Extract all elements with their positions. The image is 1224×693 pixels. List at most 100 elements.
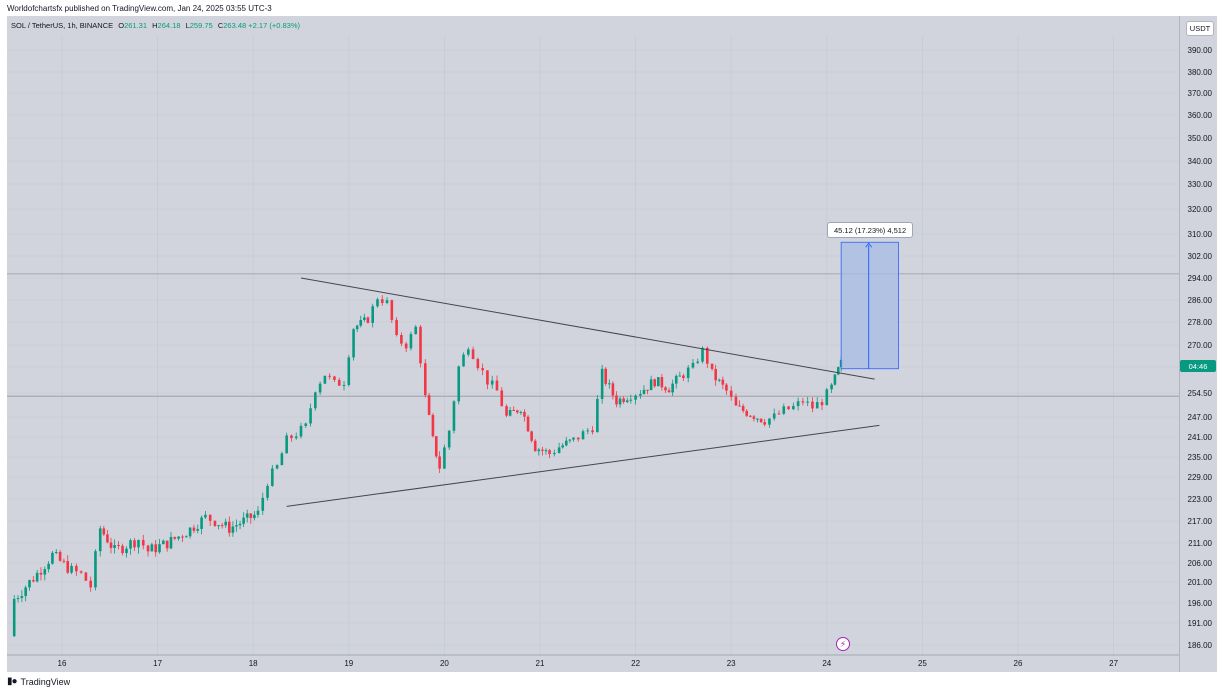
candle-body [98,528,102,552]
candle-body [611,383,615,396]
candle-body [486,370,489,385]
candle-body [102,528,106,535]
candle-body [62,560,66,562]
candle-body [792,405,795,410]
candle-body [129,540,132,549]
candle-body [200,517,203,529]
candle-body [84,572,88,581]
candle-body [537,449,541,452]
candle-body [696,361,700,363]
candle-body [347,357,351,386]
candle-body [678,375,682,377]
lightning-icon[interactable]: ⚡ [836,637,850,651]
candle-body [94,551,97,588]
trendline-lower [286,424,880,507]
candle-body [495,380,499,391]
tradingview-logo-icon: ▮● [7,676,18,687]
candle-body [625,400,629,402]
candle-body [249,513,253,519]
candle-body [533,440,537,452]
candle-body [333,376,336,380]
chart-plot-area[interactable] [7,16,1179,672]
candle-body [43,569,47,575]
close-value: 263.48 [223,21,247,30]
y-tick-label: 201.00 [1188,578,1213,587]
candle-body [275,465,279,469]
y-tick-label: 350.00 [1188,134,1213,143]
candle-body [741,406,745,411]
candle-body [447,430,451,448]
candle-body [608,383,611,385]
candle-body [763,422,766,425]
candle-body [691,362,695,368]
candle-body [629,399,633,401]
candle-body [796,401,800,406]
footer: ▮● TradingView [7,676,70,687]
measure-box [840,241,899,370]
candle-body [355,325,359,330]
candle-body [24,587,27,597]
x-tick-label: 24 [822,659,831,668]
candle-body [228,521,231,533]
currency-button[interactable]: USDT [1186,21,1214,36]
candle-body [184,536,188,538]
y-tick-label: 241.00 [1188,433,1213,442]
candle-body [734,396,738,406]
price-axis[interactable] [1179,16,1217,672]
candle-body [285,435,288,454]
candle-body [79,571,83,573]
y-tick-label: 310.00 [1188,230,1213,239]
y-tick-label: 330.00 [1188,180,1213,189]
x-tick-label: 19 [344,659,353,668]
candle-body [35,572,39,582]
low-label: L [185,21,190,30]
candle-body [759,418,763,423]
x-tick-label: 16 [58,659,67,668]
candle-body [471,349,475,359]
candle-body [561,445,565,448]
candle-body [686,367,690,379]
y-tick-label: 206.00 [1188,559,1213,568]
candle-body [256,510,260,515]
x-tick-label: 18 [249,659,258,668]
candle-body [777,413,781,415]
candle-body [380,299,384,303]
candle-body [261,497,265,511]
candle-body [414,326,418,335]
candle-body [162,540,165,545]
candle-body [600,368,604,399]
y-tick-label: 186.00 [1188,641,1213,650]
candle-body [314,392,317,409]
candle-body [294,436,298,439]
candle-body [706,347,709,364]
candle-body [833,374,837,385]
candle-body [133,540,136,548]
y-tick-label: 217.00 [1188,517,1213,526]
footer-brand: TradingView [20,676,71,687]
candle-body [385,300,389,303]
candle-body [271,468,274,486]
candle-body [121,545,124,554]
candle-body [710,363,714,369]
y-tick-label: 380.00 [1188,68,1213,77]
candle-body [657,377,660,387]
x-tick-label: 26 [1014,659,1023,668]
candle-body [165,540,169,549]
candle-body [815,402,819,409]
x-tick-label: 20 [440,659,449,668]
candle-body [526,416,530,432]
candle-body [515,410,519,413]
candle-body [290,435,293,439]
open-label: O [118,21,125,30]
candle-body [717,379,721,381]
candle-body [772,413,776,419]
high-value: 264.18 [157,21,181,30]
y-tick-label: 223.00 [1188,495,1213,504]
candle-body [639,394,642,396]
candle-body [253,514,256,519]
candle-body [660,377,664,388]
candle-body [490,380,494,385]
y-tick-label: 270.00 [1188,341,1213,350]
candle-body [106,534,109,543]
